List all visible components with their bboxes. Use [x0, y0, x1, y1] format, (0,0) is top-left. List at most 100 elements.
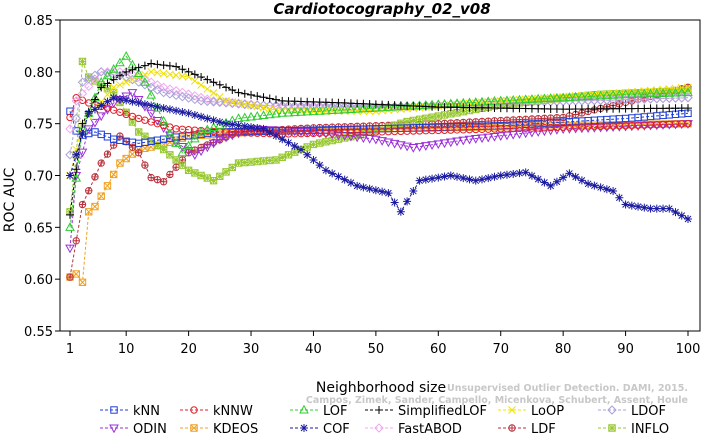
- point-COF-6: [97, 101, 106, 110]
- x-axis: 1 10 20 30 40 50 60 70 80 90 100: [66, 331, 700, 357]
- point-ODIN-10: [121, 92, 132, 102]
- point-LOF-93: [639, 88, 650, 98]
- point-ODIN-43: [327, 130, 338, 140]
- point-LOF-96: [658, 88, 668, 97]
- series-line-COF: [69, 97, 689, 220]
- point-LOF-98: [670, 87, 681, 97]
- point-COF-22: [197, 112, 206, 121]
- point-ODIN-25: [214, 135, 225, 145]
- point-LDOF-41: [314, 101, 325, 111]
- legend-label-kNN: kNN: [133, 404, 160, 419]
- legend-label-LOF: LOF: [323, 404, 348, 419]
- point-SimplifiedLOF-1: [66, 210, 74, 219]
- legend-label-LoOP: LoOP: [531, 404, 564, 419]
- point-INFLO-27: [228, 163, 237, 172]
- point-LDF-6: [97, 159, 105, 167]
- point-ODIN-62: [445, 138, 456, 148]
- point-INFLO-31: [253, 157, 261, 166]
- point-COF-96: [659, 204, 668, 213]
- point-LDOF-11: [127, 74, 138, 85]
- x-tick-label-9: 90: [617, 342, 634, 357]
- point-LDF-64: [459, 118, 467, 127]
- point-COF-23: [203, 114, 212, 123]
- point-ODIN-68: [483, 133, 494, 143]
- point-COF-11: [128, 97, 137, 106]
- point-LOF-73: [514, 94, 525, 104]
- point-ODIN-51: [377, 137, 387, 146]
- point-COF-70: [496, 171, 505, 180]
- point-COF-14: [147, 101, 156, 110]
- point-LoOP-11: [128, 75, 137, 84]
- point-COF-92: [634, 202, 643, 211]
- point-LDF-80: [559, 113, 567, 122]
- legend-label-SimplifiedLOF: SimplifiedLOF: [398, 404, 487, 419]
- point-LOF-89: [614, 89, 625, 99]
- point-COF-16: [159, 104, 168, 113]
- point-ODIN-85: [589, 124, 600, 133]
- point-ODIN-57: [414, 143, 425, 152]
- point-kNNW-7: [103, 104, 112, 112]
- point-COF-75: [527, 171, 536, 180]
- point-LOF-20: [183, 140, 194, 150]
- point-ODIN-66: [470, 135, 481, 144]
- point-COF-31: [253, 123, 262, 132]
- point-LDOF-100: [683, 93, 693, 103]
- point-LDF-79: [553, 114, 561, 122]
- point-COF-41: [315, 161, 324, 170]
- point-KDEOS-3: [78, 278, 87, 286]
- point-LOF-49: [364, 103, 375, 112]
- point-SimplifiedLOF-10: [122, 67, 131, 76]
- legend-item-COF: COF: [290, 422, 350, 434]
- point-LoOP-80: [559, 92, 568, 101]
- point-LDOF-2: [71, 113, 81, 124]
- point-INFLO-18: [172, 156, 180, 164]
- point-SimplifiedLOF-8: [109, 75, 118, 84]
- point-LDF-61: [440, 119, 449, 127]
- point-COF-20: [184, 109, 193, 118]
- point-INFLO-62: [447, 110, 455, 118]
- point-INFLO-58: [422, 114, 430, 122]
- point-ODIN-73: [514, 130, 525, 139]
- point-LOF-79: [552, 92, 562, 102]
- point-LOF-10: [121, 51, 132, 60]
- point-LDF-62: [447, 119, 455, 127]
- point-KDEOS-13: [141, 144, 149, 152]
- point-ODIN-6: [96, 112, 107, 122]
- legend-item-KDEOS: KDEOS: [180, 422, 258, 434]
- x-tick-label-4: 40: [305, 342, 322, 357]
- point-COF-51: [378, 187, 387, 196]
- point-LDF-11: [128, 143, 137, 151]
- point-LOF-77: [539, 93, 550, 103]
- point-COF-95: [652, 204, 661, 213]
- point-INFLO-28: [234, 159, 243, 167]
- point-INFLO-57: [415, 115, 424, 124]
- point-COF-57: [415, 176, 424, 185]
- point-LOF-14: [146, 89, 157, 99]
- point-LOF-42: [321, 105, 331, 115]
- point-LDF-4: [85, 187, 93, 195]
- point-COF-83: [577, 176, 586, 185]
- point-COF-66: [471, 176, 480, 185]
- point-COF-9: [115, 95, 124, 104]
- point-LDF-68: [484, 117, 492, 125]
- point-LDOF-15: [152, 85, 163, 95]
- point-LOF-7: [102, 70, 113, 80]
- point-ODIN-83: [577, 124, 587, 134]
- point-COF-50: [371, 186, 380, 195]
- point-ODIN-56: [408, 144, 419, 153]
- point-ODIN-42: [321, 129, 331, 139]
- x-tick-label-5: 50: [368, 342, 385, 357]
- point-LDF-15: [153, 176, 162, 184]
- point-INFLO-12: [134, 128, 143, 136]
- point-COF-1: [66, 171, 74, 180]
- point-LOF-84: [583, 91, 593, 101]
- x-tick-label-8: 80: [555, 342, 572, 357]
- x-tick-label-7: 70: [492, 342, 509, 357]
- point-LDOF-4: [84, 74, 94, 84]
- point-COF-33: [265, 128, 274, 137]
- point-LOF-70: [495, 95, 506, 105]
- point-COF-17: [165, 105, 174, 114]
- point-LDF-18: [172, 163, 180, 171]
- point-LoOP-26: [222, 97, 230, 105]
- point-LOF-78: [545, 93, 556, 102]
